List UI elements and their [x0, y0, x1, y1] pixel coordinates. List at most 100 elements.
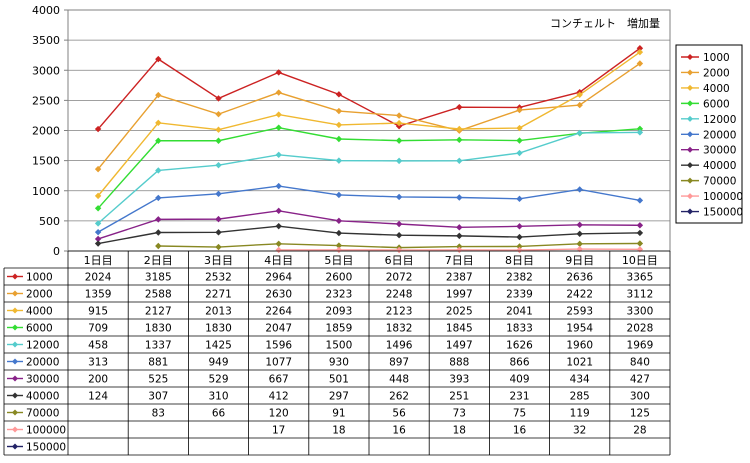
- data-label: 458: [88, 340, 108, 352]
- data-label: 1833: [506, 323, 533, 335]
- data-point: [456, 157, 463, 165]
- table-row-label: 150000: [26, 442, 66, 454]
- data-label: 1500: [326, 340, 353, 352]
- data-point: [456, 136, 463, 144]
- table-legend-marker: [12, 443, 18, 450]
- data-point: [94, 235, 102, 243]
- data-label: 1337: [145, 340, 172, 352]
- data-label: 3300: [627, 306, 654, 318]
- data-point: [335, 157, 343, 164]
- data-point: [576, 101, 583, 109]
- table-legend-marker: [12, 341, 18, 348]
- data-point: [275, 246, 282, 254]
- data-label: 2600: [326, 272, 353, 284]
- data-label: 1845: [446, 323, 473, 335]
- data-label: 409: [509, 374, 529, 386]
- data-point: [636, 48, 644, 56]
- data-point: [94, 192, 102, 200]
- series-lines: [94, 45, 644, 254]
- data-label: 300: [630, 391, 650, 403]
- data-label: 2532: [205, 272, 232, 284]
- series-30000: [94, 207, 644, 243]
- y-tick-label: 4000: [32, 4, 60, 17]
- data-point: [636, 45, 644, 52]
- legend-marker: [687, 162, 693, 169]
- data-label: 393: [449, 374, 469, 386]
- series-line-12000: [97, 131, 640, 224]
- data-point: [516, 106, 523, 114]
- data-point: [395, 157, 403, 165]
- data-label: 2588: [145, 289, 172, 301]
- chart-title: コンチェルト 増加量: [550, 17, 660, 30]
- data-point: [395, 193, 403, 201]
- data-point: [215, 190, 222, 198]
- legend-marker: [687, 84, 693, 91]
- data-point: [335, 91, 343, 98]
- data-label: 2593: [566, 306, 593, 318]
- x-tick-label: 10日目: [622, 254, 658, 267]
- data-point: [636, 246, 644, 253]
- legend: 1000 2000 4000 6000 12000 20000 30000 40000 7000…: [675, 44, 743, 224]
- data-label: 18: [453, 425, 466, 437]
- data-label: 1830: [205, 323, 232, 335]
- table-row-label: 40000: [26, 391, 59, 403]
- data-point: [275, 69, 282, 76]
- data-point: [516, 246, 523, 254]
- data-point: [215, 110, 222, 118]
- data-point: [516, 124, 523, 132]
- data-point: [215, 161, 222, 169]
- data-label: 2127: [145, 306, 172, 318]
- data-point: [155, 91, 162, 99]
- data-point: [395, 137, 403, 144]
- data-label: 501: [329, 374, 349, 386]
- data-label: 427: [630, 374, 650, 386]
- data-point: [155, 229, 162, 236]
- series-line-30000: [97, 210, 640, 240]
- data-label: 525: [148, 374, 168, 386]
- data-label: 2041: [506, 306, 533, 318]
- data-label: 3185: [145, 272, 172, 284]
- data-point: [215, 243, 222, 251]
- data-label: 2248: [386, 289, 413, 301]
- data-label: 888: [449, 357, 469, 369]
- data-label: 2013: [205, 306, 232, 318]
- data-label: 2024: [85, 272, 112, 284]
- data-point: [395, 112, 403, 119]
- data-point: [275, 89, 282, 96]
- series-2000: [94, 60, 644, 173]
- data-point: [275, 222, 282, 230]
- legend-marker: [687, 131, 693, 138]
- data-point: [155, 216, 162, 223]
- data-point: [576, 129, 583, 137]
- data-point: [636, 229, 644, 237]
- data-label: 1969: [627, 340, 654, 352]
- table-row-label: 4000: [26, 306, 53, 318]
- data-point: [516, 243, 523, 250]
- legend-entry: 4000: [703, 83, 730, 95]
- legend-marker: [687, 115, 693, 122]
- data-label: 1832: [386, 323, 413, 335]
- table-row-label: 6000: [26, 323, 53, 335]
- data-table: 1日目 2日目 3日目 4日目 5日目 6日目 7日目 8日目 9日目 10日目 1000 2024 3…: [3, 250, 671, 456]
- y-tick-label: 500: [39, 215, 60, 228]
- series-line-20000: [97, 185, 641, 233]
- table-row-label: 100000: [26, 425, 66, 437]
- data-label: 2323: [326, 289, 353, 301]
- data-label: 2339: [506, 289, 533, 301]
- data-label: 2422: [566, 289, 593, 301]
- series-4000: [94, 48, 644, 200]
- data-point: [275, 124, 282, 131]
- series-line-6000: [97, 126, 640, 209]
- data-point: [275, 151, 282, 159]
- legend-entry: 2000: [703, 67, 730, 79]
- x-tick-label: 2日目: [144, 254, 173, 267]
- data-point: [215, 95, 222, 102]
- y-tick-label: 2500: [32, 94, 60, 107]
- series-40000: [94, 222, 644, 247]
- legend-marker: [687, 177, 693, 184]
- data-point: [636, 125, 644, 133]
- data-label: 949: [208, 357, 228, 369]
- data-point: [94, 228, 102, 236]
- data-point: [275, 207, 282, 215]
- table-row-label: 20000: [26, 357, 59, 369]
